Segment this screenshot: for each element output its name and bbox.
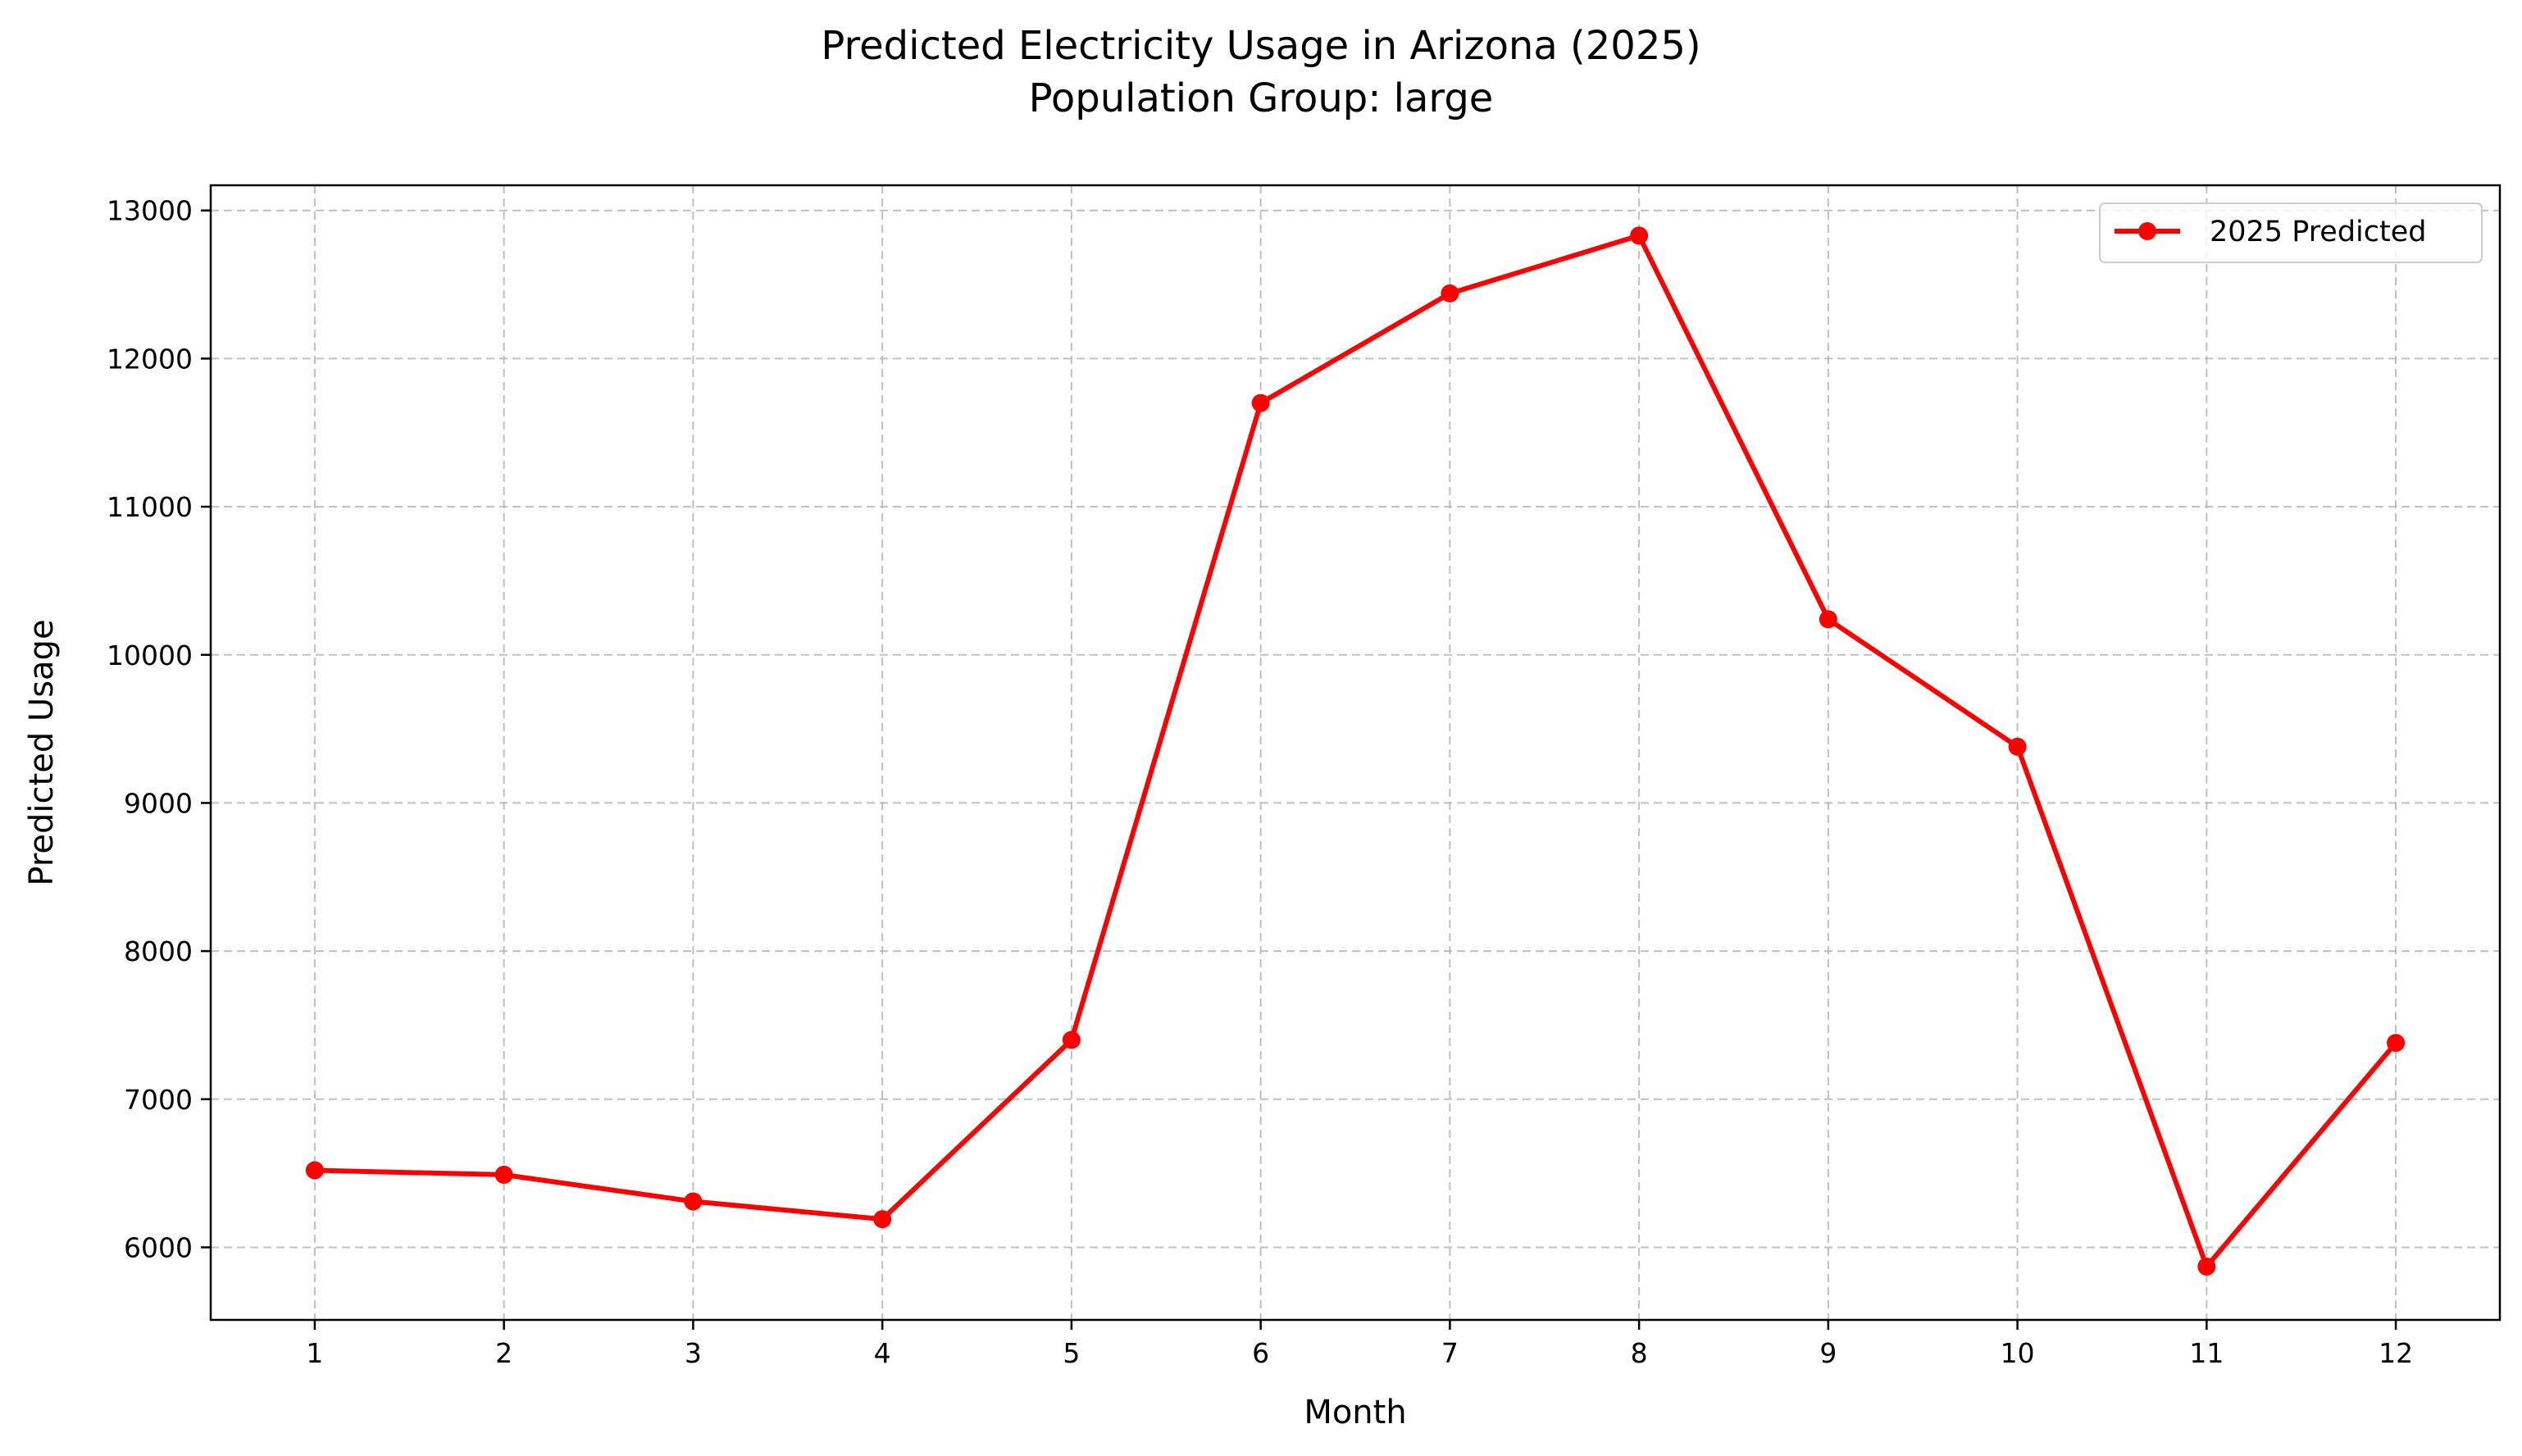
- y-tick-label: 8000: [124, 935, 193, 967]
- plot-frame: [209, 184, 2502, 1322]
- data-point: [684, 1192, 703, 1211]
- x-tick-label: 7: [1441, 1337, 1459, 1369]
- x-axis-label: Month: [1304, 1394, 1406, 1431]
- x-tick-label: 6: [1252, 1337, 1269, 1369]
- x-tick-label: 5: [1063, 1337, 1080, 1369]
- chart-subtitle: Population Group: large: [1029, 75, 1494, 121]
- data-point: [305, 1161, 324, 1180]
- series-layer: [305, 226, 2406, 1276]
- x-axis-ticks: 1 2 3 4 5 6 7 8 9 10 11 12: [306, 1320, 2413, 1369]
- x-tick-label: 3: [685, 1337, 702, 1369]
- data-point: [2197, 1257, 2216, 1276]
- y-axis-ticks: 6000 7000 8000 9000 10000 11000 12000 13000: [107, 195, 211, 1263]
- legend: 2025 Predicted: [2099, 202, 2483, 263]
- y-tick-label: 7000: [124, 1084, 193, 1116]
- x-tick-label: 1: [306, 1337, 323, 1369]
- data-point: [494, 1165, 513, 1184]
- x-tick-label: 4: [874, 1337, 891, 1369]
- chart-title: Predicted Electricity Usage in Arizona (…: [821, 23, 1700, 69]
- y-tick-label: 10000: [107, 639, 193, 671]
- data-point: [1251, 394, 1270, 412]
- data-point: [1062, 1031, 1081, 1049]
- y-tick-label: 9000: [124, 787, 193, 819]
- series-line: [314, 233, 2398, 1269]
- data-point: [2387, 1034, 2406, 1053]
- legend-label: 2025 Predicted: [2210, 216, 2427, 248]
- x-tick-label: 9: [1819, 1337, 1837, 1369]
- x-tick-label: 11: [2189, 1337, 2224, 1369]
- data-point: [1819, 610, 1837, 629]
- x-tick-label: 12: [2379, 1337, 2413, 1369]
- x-tick-label: 10: [2001, 1337, 2035, 1369]
- legend-marker-swatch: [2138, 222, 2156, 240]
- legend-box: [2099, 202, 2483, 263]
- y-tick-label: 13000: [107, 195, 193, 227]
- y-tick-label: 6000: [124, 1231, 193, 1263]
- data-point: [1630, 226, 1649, 245]
- y-tick-label: 11000: [107, 491, 193, 523]
- data-point: [1441, 284, 1459, 303]
- data-point: [873, 1210, 892, 1229]
- data-point: [2008, 737, 2027, 756]
- y-axis-label: Predicted Usage: [23, 619, 61, 885]
- x-tick-label: 2: [495, 1337, 512, 1369]
- y-tick-label: 12000: [107, 343, 193, 375]
- x-tick-label: 8: [1631, 1337, 1648, 1369]
